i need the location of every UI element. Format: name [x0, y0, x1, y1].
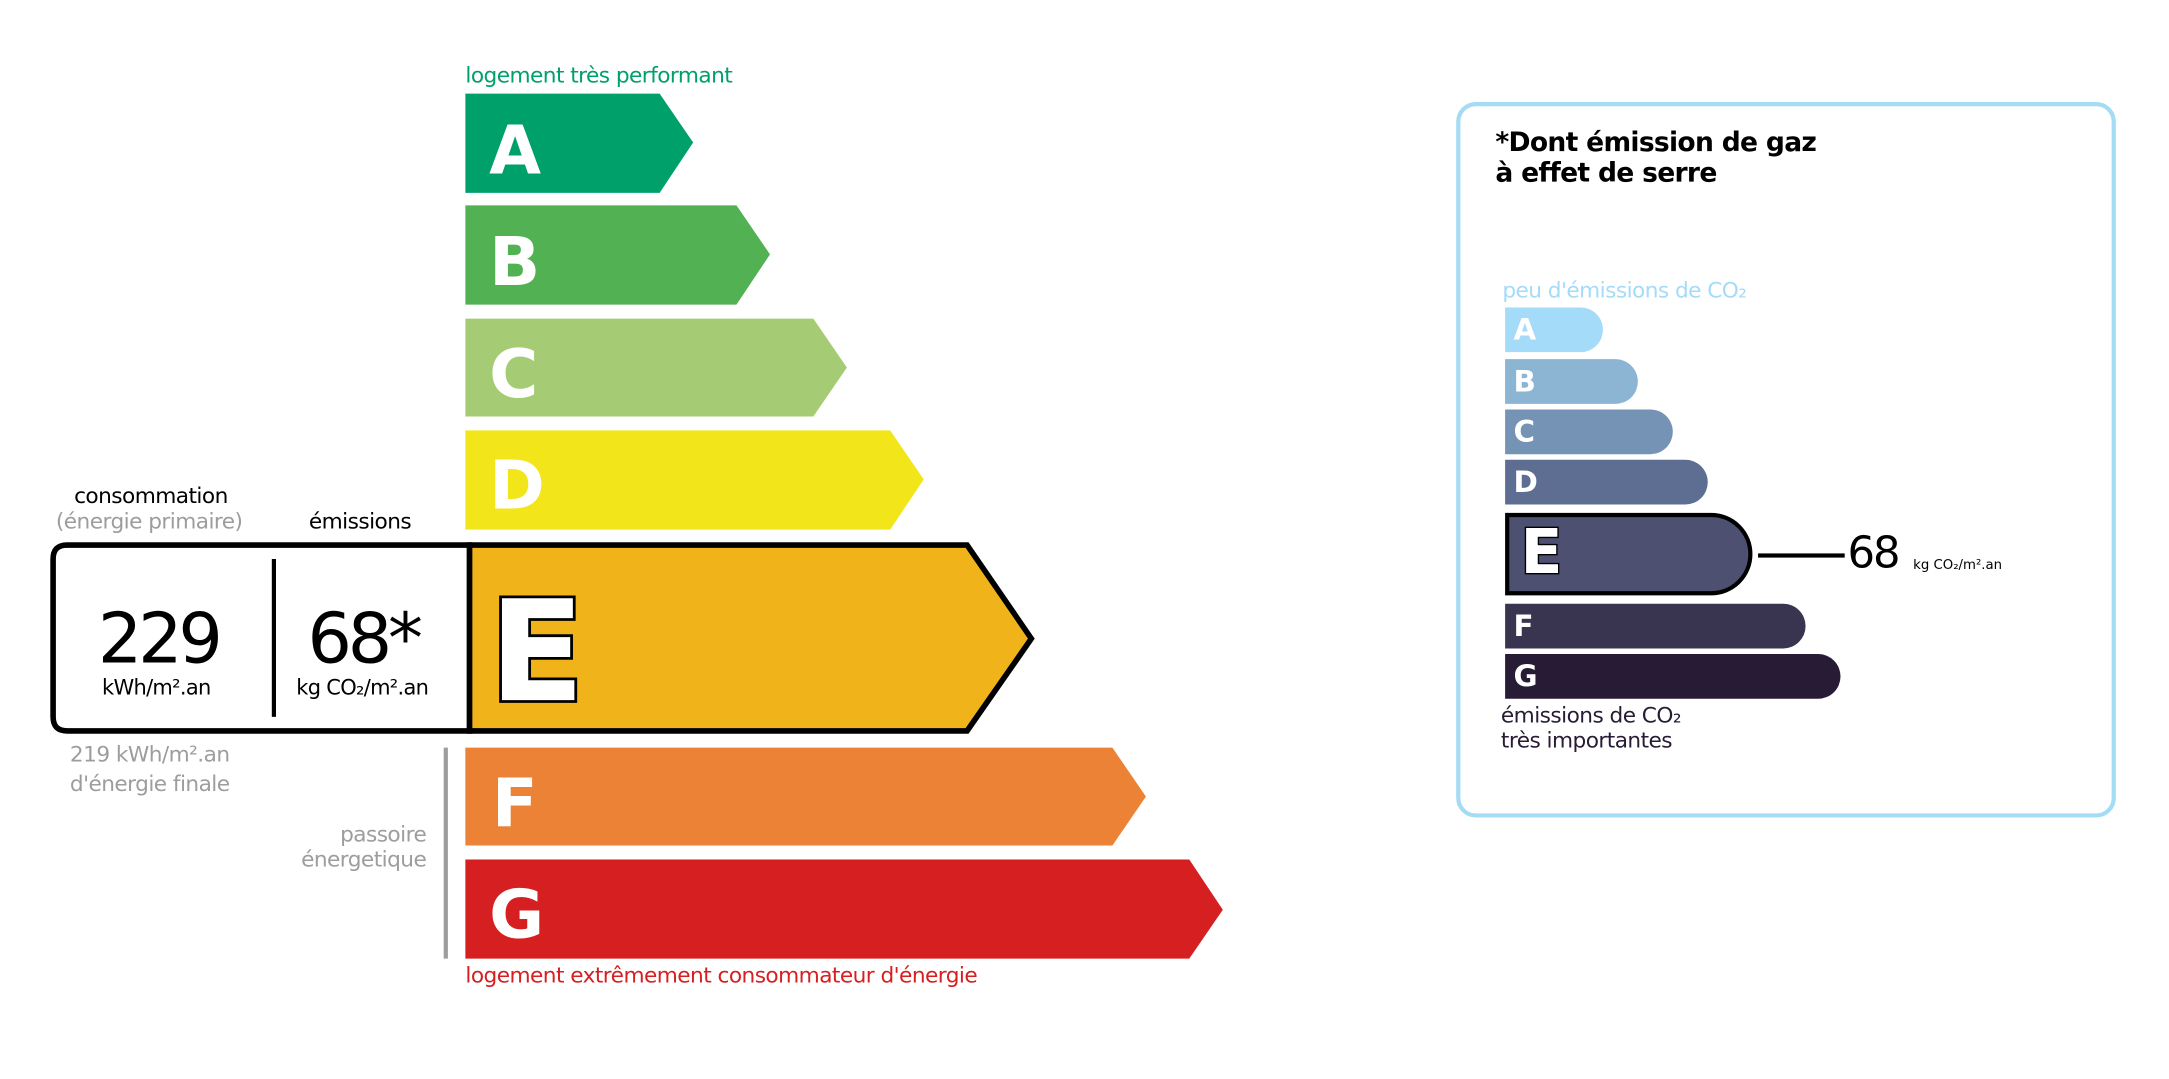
svg-text:F: F — [492, 764, 538, 842]
svg-text:D: D — [489, 447, 545, 525]
ges-bar-b: B — [1505, 359, 1638, 404]
class-bar-a: A — [465, 93, 694, 193]
passoire-line2: énergetique — [301, 846, 427, 873]
consumption-label: consommation — [74, 483, 228, 509]
svg-text:B: B — [489, 223, 540, 301]
final-energy-label: d'énergie finale — [69, 771, 230, 797]
ges-bar-d: D — [1505, 459, 1708, 505]
class-bar-b: B — [465, 205, 771, 305]
top-label: logement très performant — [465, 62, 733, 89]
ges-bar-a: A — [1505, 307, 1603, 353]
ges-bottom-line2: très importantes — [1500, 728, 1673, 754]
emissions-label: émissions — [308, 508, 412, 534]
ges-title: *Dont émission de gaz à effet de serre — [1495, 127, 1817, 189]
class-bar-c: C — [465, 318, 847, 417]
passoire-line1: passoire — [340, 821, 427, 847]
consumption-unit: kWh/m².an — [102, 674, 211, 701]
ges-panel: *Dont émission de gaz à effet de serre p… — [1456, 102, 2116, 818]
consumption-sublabel: (énergie primaire) — [55, 508, 243, 534]
ges-bar-e-current: E — [1505, 512, 1753, 596]
svg-text:G: G — [489, 876, 544, 954]
svg-text:C: C — [489, 335, 538, 413]
svg-text:E: E — [489, 570, 584, 733]
ges-value: 68 — [1847, 528, 1900, 579]
class-bar-e-current: E — [50, 542, 1035, 736]
emissions-unit: kg CO₂/m².an — [296, 674, 429, 701]
ges-bar-c: C — [1505, 409, 1673, 455]
class-bar-d: D — [465, 430, 924, 530]
energy-scale: A B C D E F G — [50, 93, 1223, 959]
ges-title-line2: à effet de serre — [1495, 157, 1717, 189]
svg-text:A: A — [489, 111, 541, 189]
class-bar-f: F — [465, 747, 1146, 846]
emissions-value: 68* — [307, 598, 422, 680]
ges-unit: kg CO₂/m².an — [1913, 557, 2003, 573]
ges-title-line1: *Dont émission de gaz — [1495, 127, 1817, 158]
ges-bar-f: F — [1505, 603, 1806, 649]
ges-bar-g: G — [1505, 654, 1841, 699]
ges-top-label: peu d'émissions de CO₂ — [1502, 278, 1747, 304]
consumption-value: 229 — [97, 598, 223, 680]
class-bar-g: G — [465, 859, 1223, 959]
bottom-label: logement extrêmement consommateur d'éner… — [465, 962, 978, 989]
ges-bottom-line1: émissions de CO₂ — [1500, 702, 1682, 729]
final-energy-value: 219 kWh/m².an — [69, 742, 230, 768]
ges-pointer-line — [1758, 553, 1845, 558]
